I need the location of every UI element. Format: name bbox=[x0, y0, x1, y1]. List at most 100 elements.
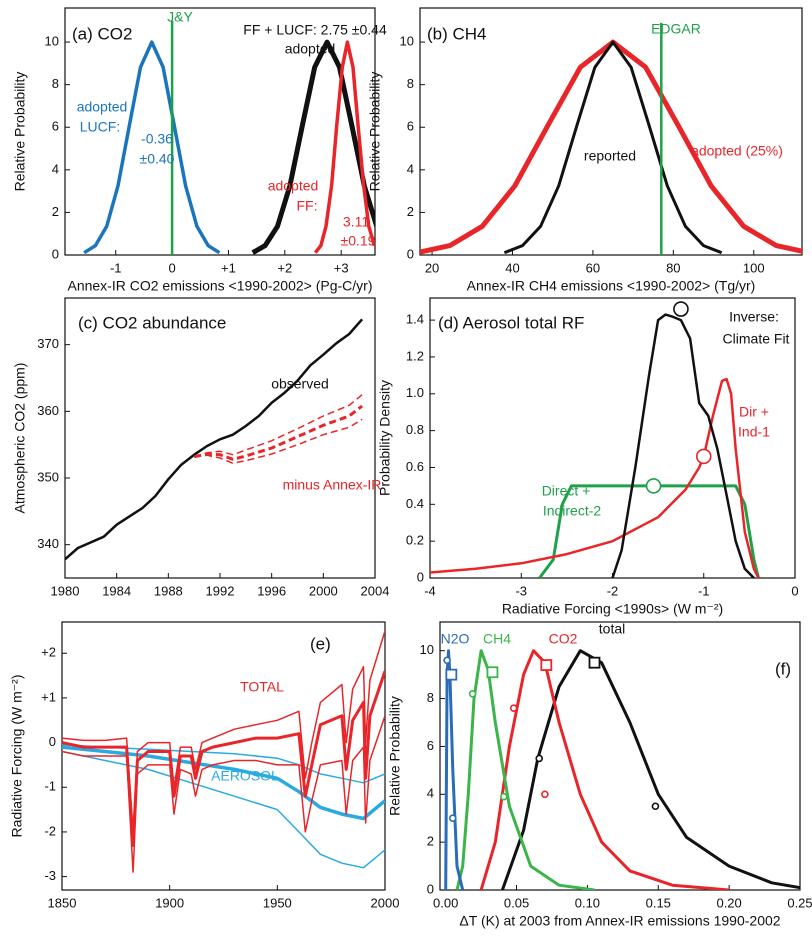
x-tick-label: 0 bbox=[791, 583, 798, 598]
annotation: TOTAL bbox=[240, 679, 284, 695]
marker bbox=[468, 689, 477, 698]
x-tick-label: 20 bbox=[425, 260, 439, 275]
y-tick-label: 8 bbox=[427, 690, 434, 705]
x-tick-label: 1984 bbox=[102, 583, 131, 598]
x-tick-label: 0.25 bbox=[787, 895, 812, 910]
y-tick-label: 8 bbox=[407, 76, 414, 91]
marker bbox=[588, 656, 601, 669]
series-line bbox=[62, 750, 385, 869]
series-line bbox=[62, 670, 385, 847]
plot-area bbox=[420, 22, 802, 255]
marker bbox=[443, 656, 451, 665]
x-axis-label: ΔT (K) at 2003 from Annex-IR emissions 1… bbox=[459, 913, 780, 929]
plot-frame bbox=[439, 621, 801, 891]
annotation: adopted bbox=[285, 41, 336, 57]
y-tick-label: 0 bbox=[52, 246, 59, 261]
annotation: Direct + bbox=[542, 483, 591, 499]
marker bbox=[540, 659, 553, 671]
x-tick-label: -4 bbox=[424, 583, 436, 598]
x-tick-label: 1950 bbox=[263, 895, 292, 910]
x-tick-label: 2004 bbox=[361, 583, 390, 598]
annotation: ±0.40 bbox=[140, 151, 175, 167]
x-tick-label: +2 bbox=[277, 260, 292, 275]
panel: 1850 1900 1950 2000 +2 +1 0 -1 -2 -3 Radiative For… bbox=[9, 621, 399, 910]
series-line bbox=[194, 418, 363, 465]
series-line bbox=[193, 394, 363, 458]
y-tick-label: -3 bbox=[44, 868, 56, 883]
x-tick-label: -2 bbox=[607, 583, 619, 598]
annotation: Ind-1 bbox=[738, 424, 770, 440]
panel: 1980 1984 1988 1992 1996 2000 2004 340 350 360 370… bbox=[12, 297, 390, 598]
x-tick-label: 40 bbox=[505, 260, 519, 275]
panel-title: (f) bbox=[775, 659, 791, 678]
series-line bbox=[62, 745, 385, 821]
y-axis-label: Relative Probability bbox=[367, 72, 383, 192]
y-tick-label: 4 bbox=[407, 161, 414, 176]
y-axis-label: Relative Probability bbox=[12, 72, 28, 192]
x-tick-label: +3 bbox=[334, 260, 349, 275]
x-tick-label: 0.00 bbox=[433, 895, 458, 910]
x-tick-label: 0 bbox=[168, 260, 175, 275]
y-tick-label: 6 bbox=[52, 119, 59, 134]
y-tick-label: -2 bbox=[44, 823, 56, 838]
plot-area bbox=[65, 318, 364, 561]
annotation: Inverse: bbox=[729, 309, 779, 325]
series-line bbox=[83, 40, 221, 255]
x-axis-label: Annex-IR CH4 emissions <1990-2002> (Tg/y… bbox=[467, 278, 756, 294]
series-line bbox=[62, 744, 385, 784]
plot-frame bbox=[419, 7, 803, 256]
annotation: adopted bbox=[77, 99, 128, 115]
series-line bbox=[193, 404, 364, 461]
x-tick-label: 2000 bbox=[309, 583, 338, 598]
y-axis-label: Relative Probability bbox=[387, 696, 403, 816]
y-tick-label: 360 bbox=[37, 403, 59, 418]
y-tick-label: -1 bbox=[44, 779, 56, 794]
y-tick-label: 340 bbox=[37, 536, 59, 551]
x-tick-label: -1 bbox=[698, 583, 710, 598]
panel-title: (b) CH4 bbox=[427, 24, 487, 43]
y-tick-label: 2 bbox=[427, 834, 434, 849]
panel: -4 -3 -2 -1 0 0 0.2 0.4 0.6 0.8 1.0 1.2 1.4 Radiative… bbox=[377, 297, 799, 617]
y-tick-label: 10 bbox=[420, 642, 434, 657]
panel-title: (e) bbox=[310, 634, 331, 653]
x-tick-label: 0.10 bbox=[575, 895, 600, 910]
annotation: LUCF: bbox=[80, 119, 120, 135]
annotation: minus Annex-IR bbox=[283, 477, 382, 493]
series-line bbox=[65, 318, 364, 561]
plot-area bbox=[62, 630, 385, 873]
plot-frame bbox=[61, 621, 386, 891]
y-tick-label: 8 bbox=[52, 76, 59, 91]
series-line bbox=[430, 377, 760, 578]
y-tick-label: 4 bbox=[427, 786, 434, 801]
plot-area bbox=[430, 313, 760, 578]
marker bbox=[499, 792, 508, 801]
annotation: EDGAR bbox=[651, 21, 701, 37]
series-line bbox=[62, 630, 385, 833]
y-tick-label: 0.6 bbox=[406, 459, 424, 474]
annotation: N2O bbox=[441, 631, 470, 647]
x-tick-label: 0.20 bbox=[716, 895, 741, 910]
series-line bbox=[611, 313, 755, 578]
x-tick-label: 0.05 bbox=[504, 895, 529, 910]
series-line bbox=[444, 649, 465, 890]
y-tick-label: 0 bbox=[49, 734, 56, 749]
x-tick-label: 1900 bbox=[155, 895, 184, 910]
y-tick-label: 0 bbox=[417, 569, 424, 584]
x-tick-label: +1 bbox=[221, 260, 236, 275]
series-line bbox=[500, 649, 800, 890]
x-axis-label: Radiative Forcing <1990s> (W m⁻²) bbox=[502, 601, 723, 617]
marker bbox=[695, 448, 712, 465]
marker bbox=[651, 802, 660, 811]
marker bbox=[535, 754, 544, 763]
series-line bbox=[313, 40, 375, 254]
annotation: adopted bbox=[268, 178, 319, 194]
y-tick-label: 10 bbox=[400, 34, 414, 49]
y-tick-label: +1 bbox=[41, 689, 56, 704]
x-tick-label: 1996 bbox=[257, 583, 286, 598]
marker bbox=[673, 301, 689, 317]
y-tick-label: +2 bbox=[41, 645, 56, 660]
x-tick-label: 1850 bbox=[48, 895, 77, 910]
y-axis-label: Radiative Forcing (W m⁻²) bbox=[9, 675, 25, 838]
x-tick-label: 1980 bbox=[51, 583, 80, 598]
